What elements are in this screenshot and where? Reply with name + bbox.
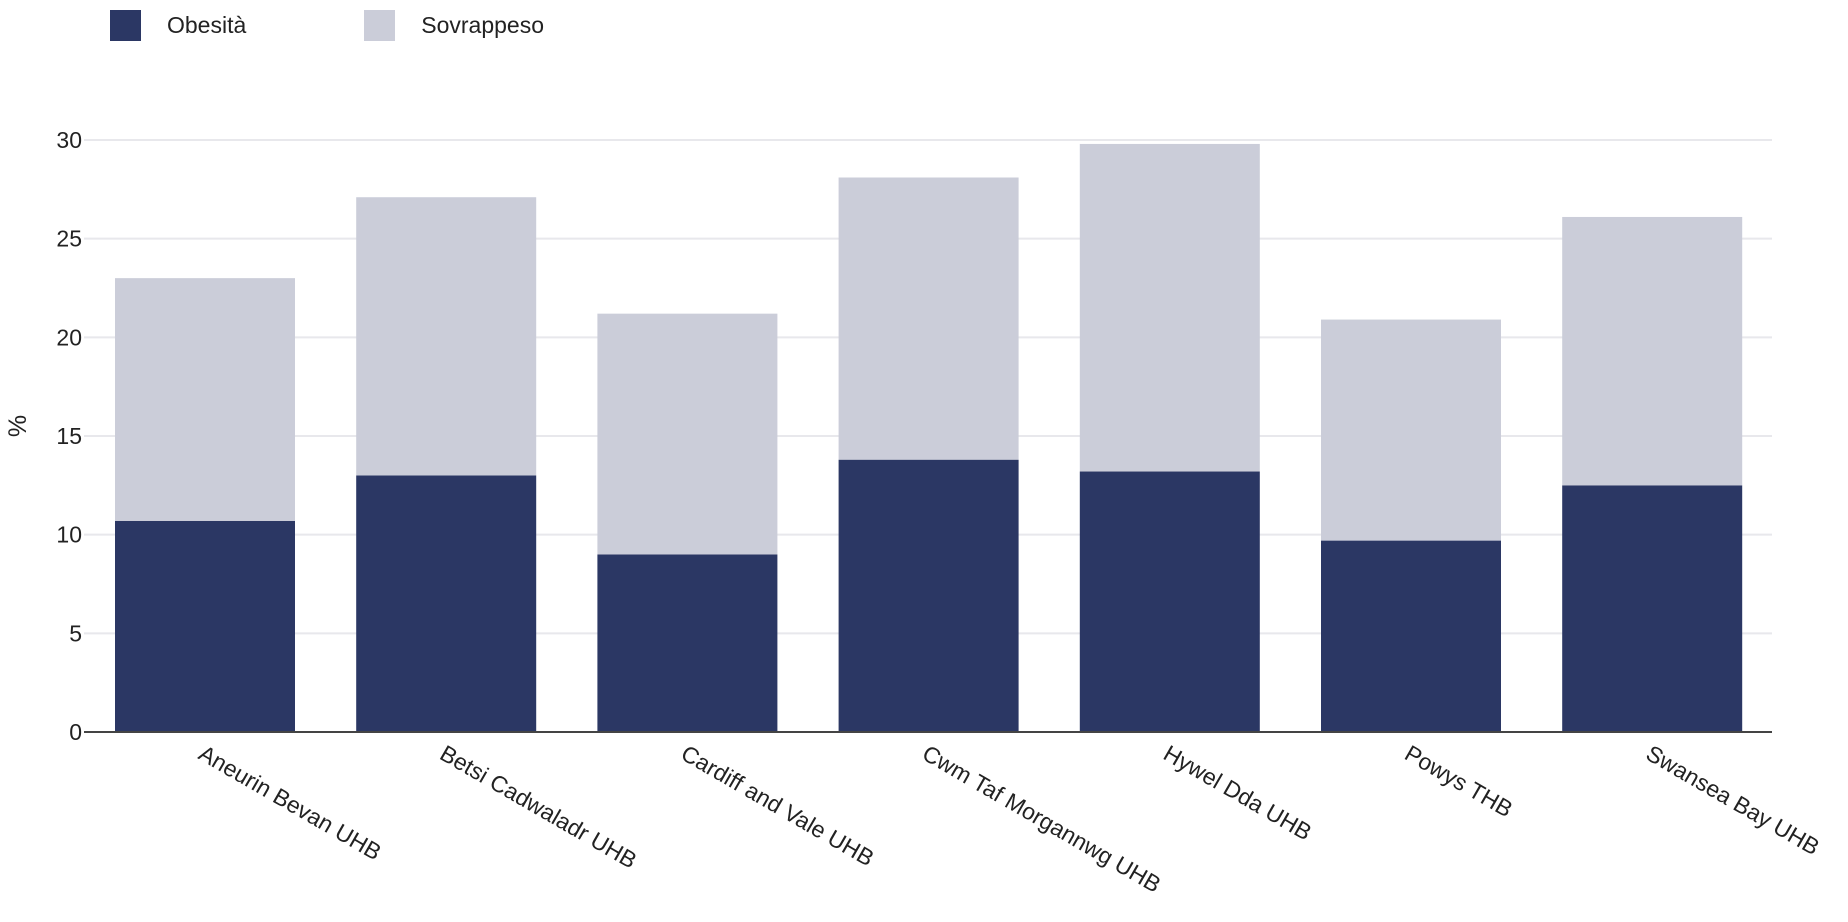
bar-sovrappeso-5 (1321, 319, 1501, 541)
bar-obesita-4 (1079, 471, 1260, 732)
legend: Obesità Sovrappeso (110, 10, 662, 41)
legend-label-obesita: Obesità (167, 12, 247, 38)
y-tick-label-30: 30 (56, 127, 82, 153)
bar-sovrappeso-4 (1079, 143, 1260, 472)
y-tick-label-20: 20 (56, 324, 82, 350)
y-tick-label-15: 15 (56, 423, 82, 449)
x-tick-label-6: Swansea Bay UHB (1642, 740, 1824, 860)
bar-obesita-1 (356, 475, 537, 732)
bar-obesita-0 (115, 520, 295, 732)
legend-swatch-sovrappeso (364, 10, 396, 41)
bar-sovrappeso-0 (115, 278, 295, 521)
legend-swatch-obesita (110, 10, 141, 41)
bar-obesita-2 (597, 554, 778, 732)
legend-item-obesita: Obesità (110, 10, 246, 41)
x-tick-label-1: Betsi Cadwaladr UHB (436, 740, 642, 874)
y-tick-label-5: 5 (69, 620, 82, 646)
bar-sovrappeso-1 (356, 197, 537, 476)
legend-label-sovrappeso: Sovrappeso (421, 12, 545, 38)
x-tick-label-0: Aneurin Bevan UHB (195, 740, 386, 865)
x-tick-label-2: Cardiff and Vale UHB (677, 740, 879, 871)
x-tick-label-5: Powys THB (1401, 740, 1518, 822)
x-tick-label-3: Cwm Taf Morgannwg UHB (918, 740, 1165, 898)
bar-obesita-3 (838, 459, 1019, 732)
bar-sovrappeso-2 (597, 313, 778, 555)
legend-item-sovrappeso: Sovrappeso (364, 10, 544, 41)
bar-obesita-6 (1562, 485, 1743, 732)
bar-sovrappeso-3 (838, 177, 1019, 460)
y-axis-title: % (4, 415, 32, 437)
bar-obesita-5 (1321, 540, 1501, 732)
x-tick-label-4: Hywel Dda UHB (1159, 740, 1316, 846)
y-tick-label-25: 25 (56, 226, 82, 252)
y-tick-label-0: 0 (69, 719, 82, 745)
bar-sovrappeso-6 (1562, 216, 1743, 486)
y-tick-label-10: 10 (56, 522, 82, 548)
